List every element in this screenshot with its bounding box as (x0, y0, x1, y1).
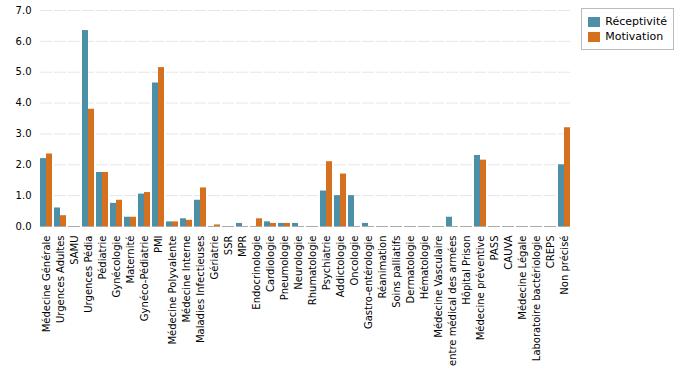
svg-text:Laboratoire bactériologie: Laboratoire bactériologie (531, 236, 542, 362)
svg-text:Gynéco-Pédiatrie: Gynéco-Pédiatrie (139, 236, 150, 322)
svg-text:4.0: 4.0 (16, 97, 32, 108)
svg-text:Médecine Générale: Médecine Générale (41, 236, 52, 333)
svg-text:7.0: 7.0 (16, 5, 32, 16)
svg-text:Gynécologie: Gynécologie (111, 236, 122, 298)
svg-text:Oncologie: Oncologie (349, 236, 360, 286)
svg-text:Addictologie: Addictologie (335, 236, 346, 298)
svg-text:0.0: 0.0 (16, 221, 32, 232)
svg-text:MPR: MPR (237, 235, 248, 257)
svg-text:Gériatrie: Gériatrie (209, 236, 220, 280)
svg-text:Maladies Infectieuses: Maladies Infectieuses (195, 236, 206, 344)
svg-text:Médecine Interne: Médecine Interne (181, 236, 192, 323)
svg-text:1.0: 1.0 (16, 190, 32, 201)
svg-text:Gastro-entérologie: Gastro-entérologie (363, 236, 374, 330)
svg-text:Médecine Polyvalente: Médecine Polyvalente (167, 236, 178, 345)
svg-text:Centre médical des armées: Centre médical des armées (447, 236, 458, 366)
svg-text:Dermatologie: Dermatologie (405, 236, 416, 304)
svg-text:Non précisé: Non précisé (559, 236, 570, 295)
svg-text:Médecine préventive: Médecine préventive (475, 236, 486, 341)
svg-text:Endocrinologie: Endocrinologie (251, 236, 262, 310)
svg-text:Médecine Vasculaire: Médecine Vasculaire (433, 236, 444, 338)
svg-text:CAUVA: CAUVA (503, 235, 514, 269)
html-text:Motivation: Motivation (605, 30, 664, 43)
svg-text:Soins palliatifs: Soins palliatifs (391, 236, 402, 308)
svg-text:Urgences Adultes: Urgences Adultes (55, 236, 66, 324)
svg-text:Maternité: Maternité (125, 236, 136, 284)
svg-text:Cardiologie: Cardiologie (265, 236, 276, 292)
svg-text:Médecine Légale: Médecine Légale (517, 236, 528, 320)
svg-text:5.0: 5.0 (16, 66, 32, 77)
svg-text:PMI: PMI (153, 236, 164, 254)
svg-text:Réanimation: Réanimation (377, 236, 388, 299)
svg-text:Hôpital Prison: Hôpital Prison (461, 236, 472, 305)
svg-text:SSR: SSR (223, 235, 234, 255)
svg-text:Psychiatrie: Psychiatrie (321, 236, 332, 291)
svg-text:Hématologie: Hématologie (419, 236, 430, 300)
svg-text:Neurologie: Neurologie (293, 236, 304, 290)
svg-text:6.0: 6.0 (16, 36, 32, 47)
svg-text:Rhumatologie: Rhumatologie (307, 236, 318, 306)
html-text:Réceptivité: Réceptivité (605, 15, 667, 28)
svg-text:Pneumologie: Pneumologie (279, 236, 290, 301)
svg-text:3.0: 3.0 (16, 128, 32, 139)
svg-text:Urgences Pédia: Urgences Pédia (83, 236, 94, 313)
svg-text:CREPS: CREPS (545, 236, 556, 269)
svg-text:SAMU: SAMU (69, 236, 80, 265)
svg-text:PASS: PASS (489, 236, 500, 261)
svg-text:2.0: 2.0 (16, 159, 32, 170)
svg-text:Pédiatrie: Pédiatrie (97, 236, 108, 280)
